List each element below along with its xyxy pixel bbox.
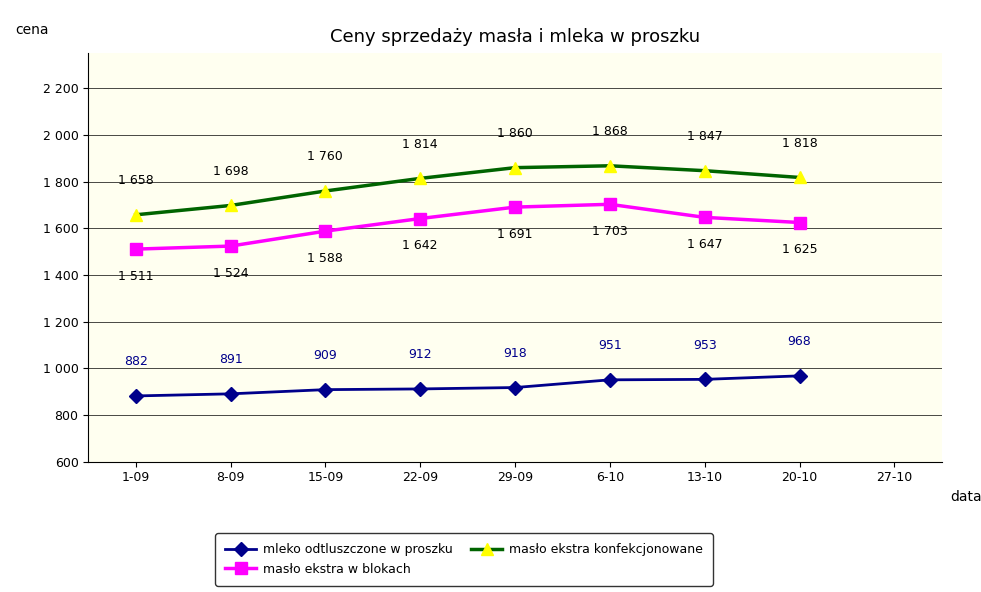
Text: 882: 882 [124, 355, 148, 368]
masło ekstra konfekcjonowane [320, 188, 332, 195]
masło ekstra konfekcjonowane [698, 167, 710, 174]
Line: masło ekstra w blokach: masło ekstra w blokach [130, 199, 805, 255]
Text: 1 524: 1 524 [213, 266, 248, 279]
mleko odtluszczone w proszku [509, 384, 521, 391]
masło ekstra konfekcjonowane [225, 202, 236, 209]
masło ekstra konfekcjonowane [604, 162, 616, 169]
masło ekstra w blokach [698, 214, 710, 221]
masło ekstra w blokach [414, 215, 426, 222]
Text: 951: 951 [598, 339, 622, 352]
Text: 1 818: 1 818 [782, 137, 817, 150]
masło ekstra w blokach [225, 243, 236, 250]
Text: 1 860: 1 860 [497, 127, 533, 140]
masło ekstra w blokach [129, 246, 141, 253]
mleko odtluszczone w proszku [414, 385, 426, 392]
Text: 912: 912 [408, 348, 432, 361]
masło ekstra w blokach [509, 204, 521, 211]
Text: 1 658: 1 658 [118, 174, 154, 187]
Text: 909: 909 [314, 349, 337, 362]
Text: 1 847: 1 847 [687, 130, 723, 143]
Text: 968: 968 [788, 335, 811, 348]
Text: 1 691: 1 691 [497, 228, 533, 241]
Text: 1 698: 1 698 [213, 165, 248, 178]
Text: 1 647: 1 647 [687, 238, 722, 251]
Text: 918: 918 [503, 347, 527, 360]
mleko odtluszczone w proszku [794, 372, 805, 379]
mleko odtluszczone w proszku [604, 377, 616, 384]
masło ekstra konfekcjonowane [509, 164, 521, 171]
Text: 1 511: 1 511 [118, 270, 153, 282]
Text: 1 703: 1 703 [592, 225, 628, 238]
Text: 1 868: 1 868 [592, 126, 628, 138]
masło ekstra w blokach [794, 219, 805, 226]
mleko odtluszczone w proszku [129, 392, 141, 400]
Title: Ceny sprzedaży masła i mleka w proszku: Ceny sprzedaży masła i mleka w proszku [330, 28, 700, 46]
Text: 953: 953 [693, 339, 716, 352]
masło ekstra konfekcjonowane [414, 175, 426, 182]
Line: mleko odtluszczone w proszku: mleko odtluszczone w proszku [130, 371, 804, 401]
masło ekstra konfekcjonowane [794, 174, 805, 181]
Text: 1 760: 1 760 [307, 150, 343, 163]
Text: cena: cena [16, 23, 49, 37]
Text: data: data [951, 490, 981, 504]
Text: 1 814: 1 814 [402, 138, 438, 151]
Text: 891: 891 [219, 353, 242, 366]
mleko odtluszczone w proszku [320, 386, 332, 393]
masło ekstra w blokach [320, 227, 332, 234]
Text: 1 588: 1 588 [307, 252, 343, 265]
Line: masło ekstra konfekcjonowane: masło ekstra konfekcjonowane [129, 159, 805, 221]
masło ekstra konfekcjonowane [129, 211, 141, 218]
Text: 1 625: 1 625 [782, 243, 817, 256]
mleko odtluszczone w proszku [698, 376, 710, 383]
Legend: mleko odtluszczone w proszku, masło ekstra w blokach, masło ekstra konfekcjonowa: mleko odtluszczone w proszku, masło ekst… [215, 533, 712, 585]
mleko odtluszczone w proszku [225, 390, 236, 397]
masło ekstra w blokach [604, 201, 616, 208]
Text: 1 642: 1 642 [402, 239, 438, 252]
